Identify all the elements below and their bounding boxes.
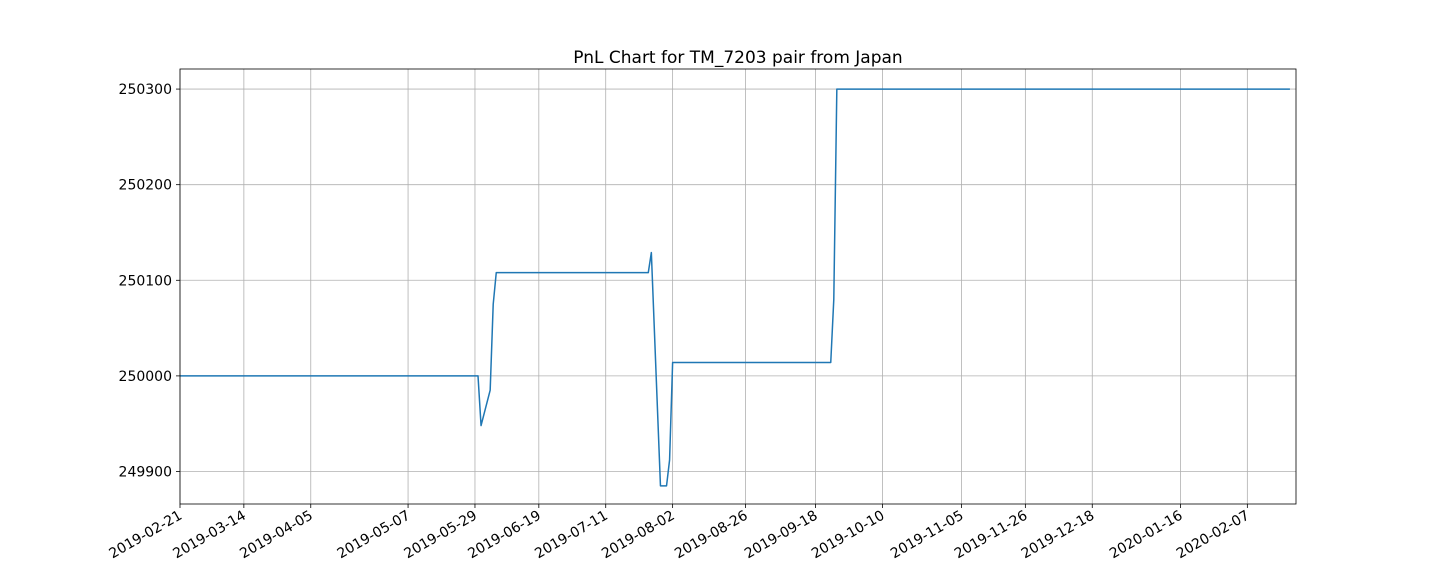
x-tick-label: 2019-03-14 [170, 508, 249, 563]
y-axis: 249900 250000 250100 250200 250300 [119, 82, 180, 480]
y-tick-label: 250300 [119, 82, 172, 98]
x-tick-label: 2019-04-05 [237, 508, 315, 563]
x-tick-label: 2020-01-16 [1107, 508, 1186, 563]
x-tick-label: 2019-06-19 [465, 508, 543, 563]
x-tick-label: 2019-12-18 [1019, 508, 1097, 563]
x-tick-label: 2019-09-18 [742, 508, 820, 563]
x-tick-label: 2019-07-11 [532, 508, 610, 563]
plot-frame [179, 68, 1297, 505]
series-layer [180, 88, 1290, 487]
y-tick-label: 250200 [119, 178, 172, 194]
pnl-line [180, 88, 1290, 487]
x-tick-label: 2019-10-10 [809, 508, 887, 563]
x-tick-label: 2020-02-07 [1174, 508, 1252, 563]
grid-layer [179, 69, 1296, 504]
x-tick-label: 2019-05-07 [335, 508, 413, 563]
x-tick-label: 2019-08-02 [599, 508, 677, 563]
x-tick-label: 2019-08-26 [672, 508, 751, 563]
y-tick-label: 249900 [119, 464, 172, 480]
y-tick-label: 250000 [119, 369, 172, 385]
y-tick-label: 250100 [119, 273, 172, 289]
x-tick-label: 2019-11-26 [952, 508, 1031, 563]
chart-title: PnL Chart for TM_7203 pair from Japan [573, 48, 902, 68]
